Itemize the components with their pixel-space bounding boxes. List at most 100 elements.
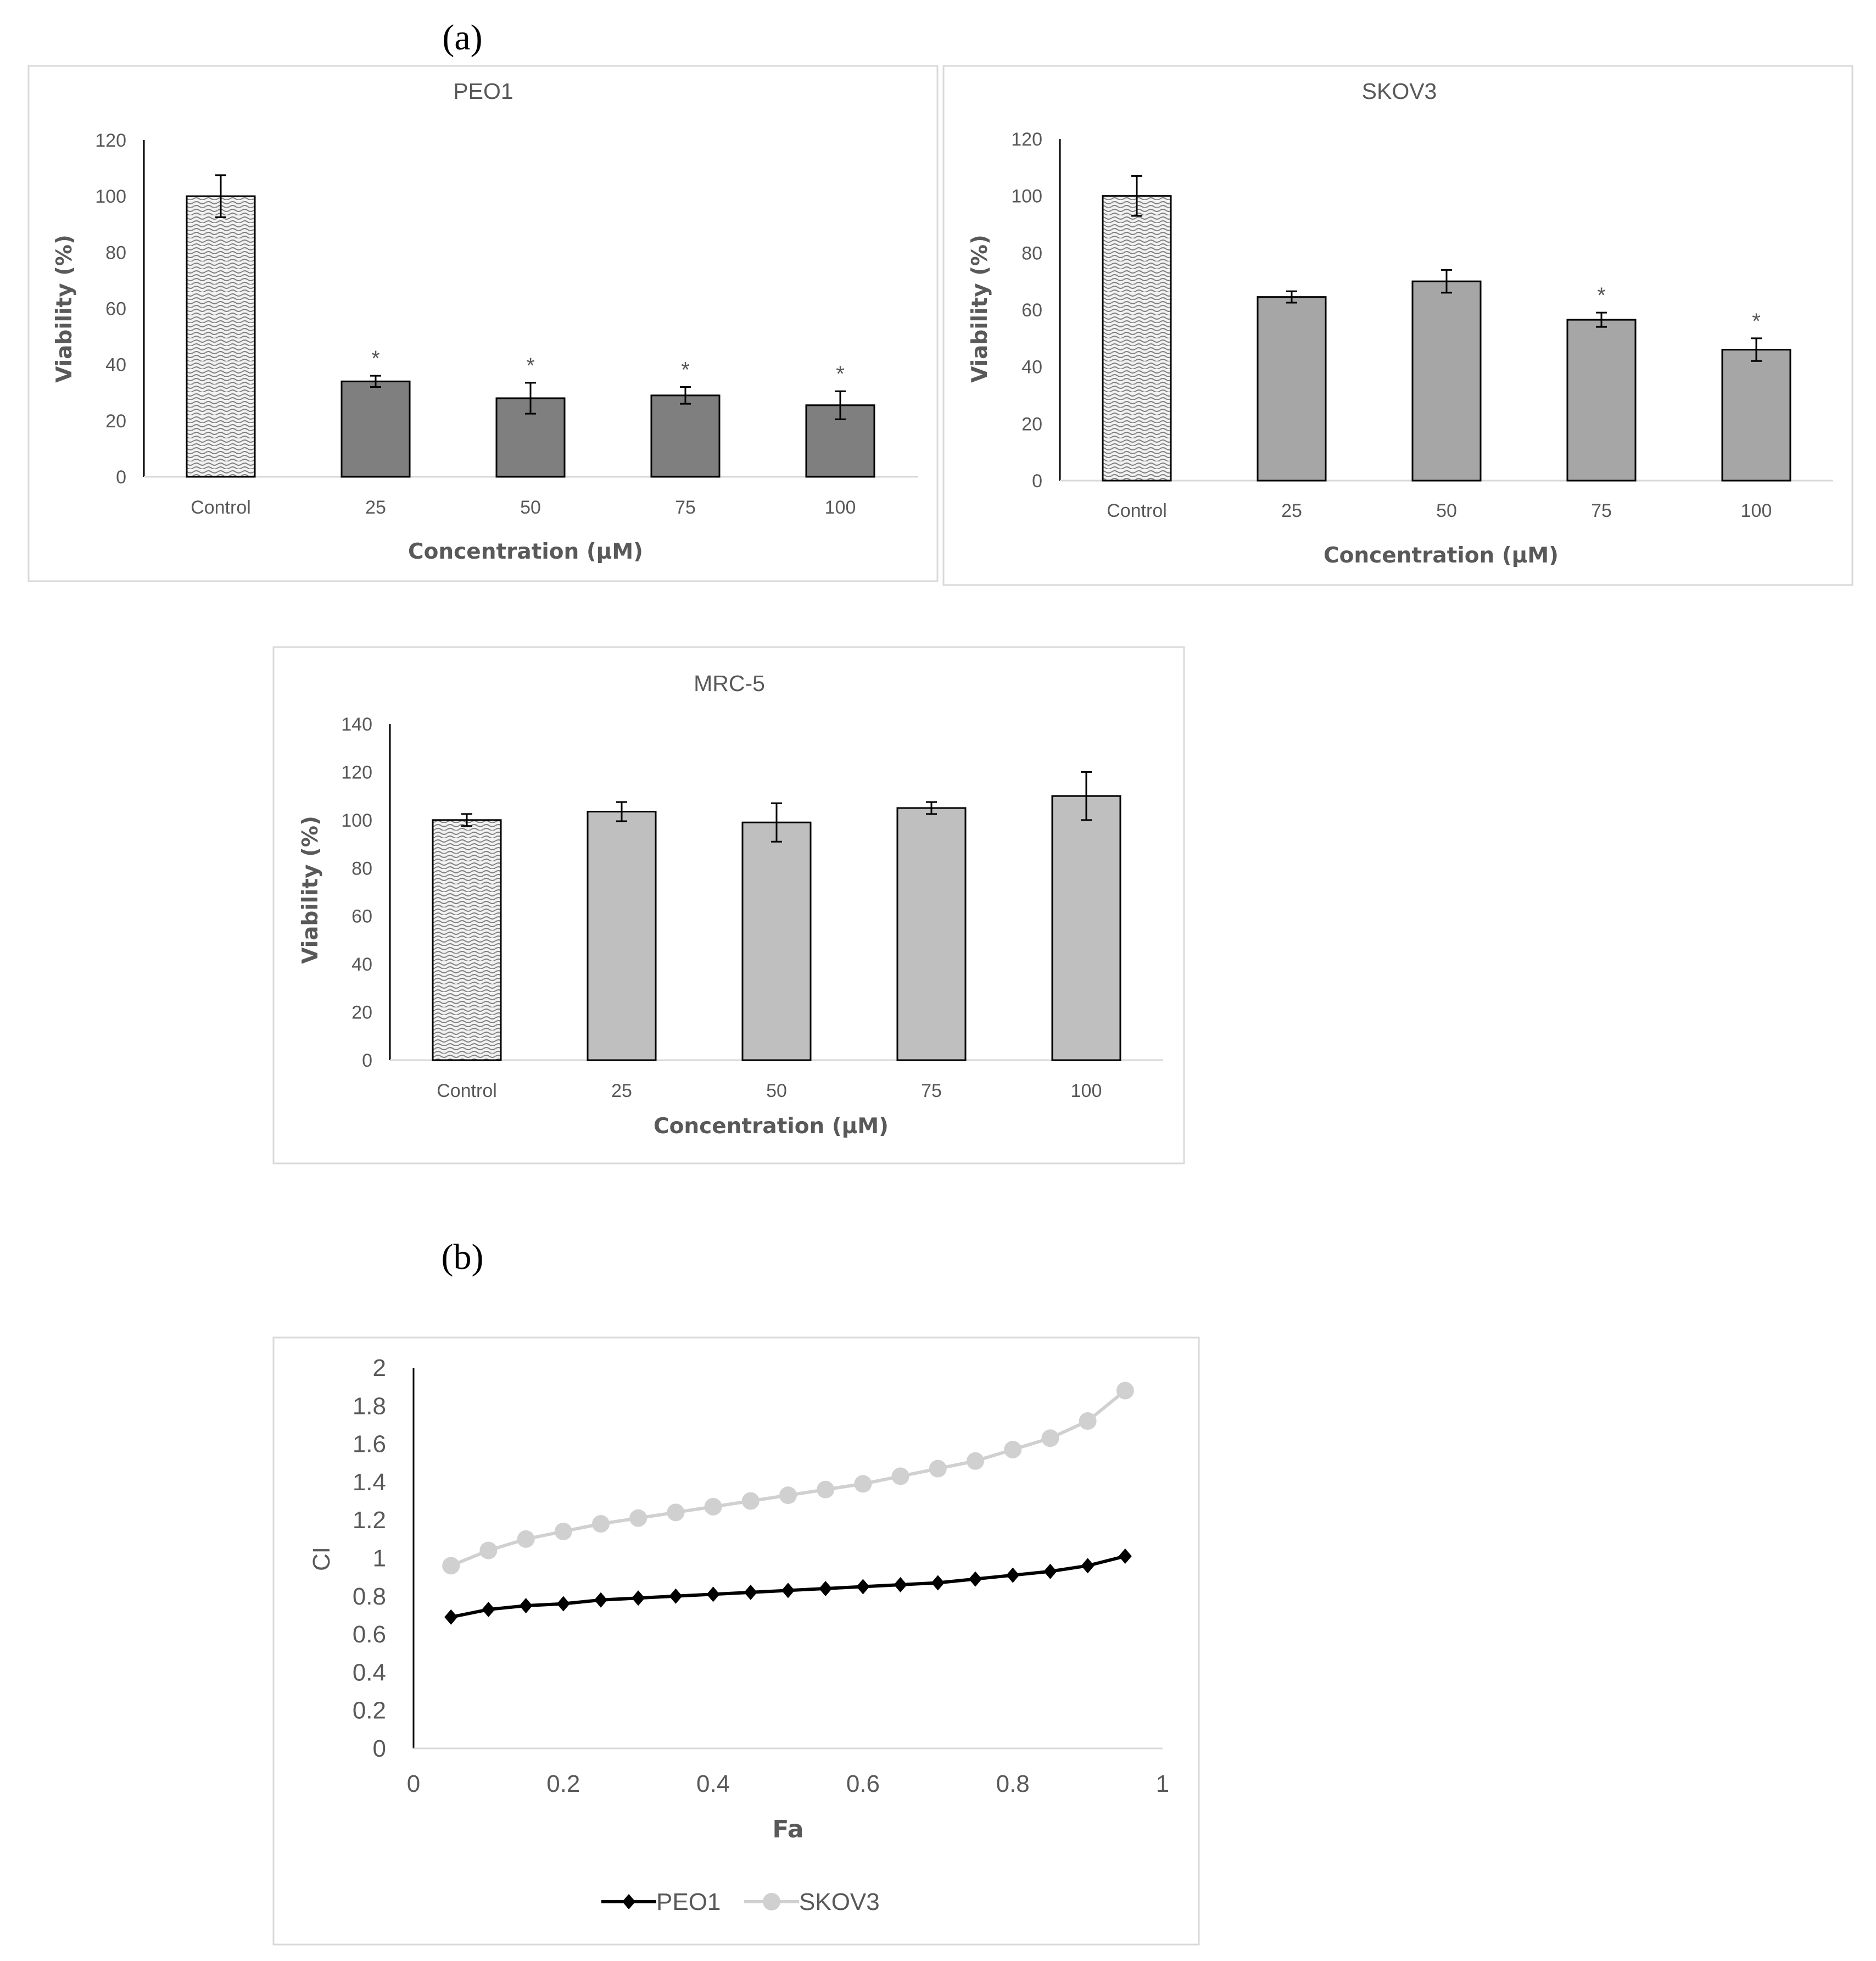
data-point-skov3 xyxy=(929,1459,947,1478)
data-point-peo1 xyxy=(894,1577,907,1593)
y-tick-label: 80 xyxy=(351,858,372,879)
y-tick-label: 0 xyxy=(362,1050,372,1071)
x-tick-label: 25 xyxy=(365,497,386,518)
data-point-skov3 xyxy=(1079,1412,1097,1430)
y-tick-label: 0 xyxy=(373,1735,386,1762)
data-point-peo1 xyxy=(482,1602,495,1618)
x-tick-label: 100 xyxy=(1741,500,1772,521)
y-tick-label: 120 xyxy=(1011,129,1042,150)
legend-label: SKOV3 xyxy=(799,1888,880,1915)
data-point-skov3 xyxy=(629,1509,647,1527)
y-tick-label: 100 xyxy=(1011,186,1042,207)
data-point-peo1 xyxy=(1043,1563,1057,1579)
x-tick-label: Control xyxy=(437,1080,497,1101)
legend-item-peo1: PEO1 xyxy=(601,1888,721,1915)
x-axis-title: Concentration (µM) xyxy=(408,539,643,564)
data-point-peo1 xyxy=(444,1609,458,1625)
line-chart-ci: 0 0.2 0.4 0.6 0.8 1 1.2 1.4 1.6 1.8 2 0 0.2 0.4 0.6 0.8… xyxy=(308,1355,1169,1915)
data-point-peo1 xyxy=(856,1579,870,1595)
bar-skov3-100 xyxy=(1721,349,1791,482)
x-tick-label: 75 xyxy=(675,497,696,518)
significance-marker: * xyxy=(1597,283,1606,308)
data-point-peo1 xyxy=(819,1580,833,1596)
bar-mrc5-75 xyxy=(896,807,967,1061)
y-tick-label: 140 xyxy=(341,714,372,735)
x-tick-label: 100 xyxy=(1071,1080,1102,1101)
bar-peo1-75 xyxy=(650,394,721,478)
data-point-skov3 xyxy=(967,1452,984,1470)
data-point-peo1 xyxy=(781,1583,795,1598)
x-tick-label: 100 xyxy=(825,497,856,518)
data-point-skov3 xyxy=(704,1497,722,1516)
x-tick-label: Control xyxy=(1107,500,1167,521)
data-point-peo1 xyxy=(969,1571,982,1587)
y-axis-title: CI xyxy=(308,1547,335,1571)
data-point-peo1 xyxy=(744,1584,757,1600)
y-tick-label: 1.8 xyxy=(353,1392,386,1419)
y-tick-label: 1.2 xyxy=(353,1507,386,1534)
y-tick-label: 40 xyxy=(105,355,126,376)
data-point-skov3 xyxy=(1004,1440,1022,1458)
chart-frame-peo1 xyxy=(27,65,939,582)
x-tick-label: 50 xyxy=(520,497,541,518)
data-point-peo1 xyxy=(556,1596,570,1612)
y-tick-label: 20 xyxy=(1021,414,1042,434)
y-tick-label: 2 xyxy=(373,1355,386,1381)
y-tick-label: 100 xyxy=(341,810,372,831)
data-point-skov3 xyxy=(517,1530,535,1548)
data-point-peo1 xyxy=(1118,1548,1132,1564)
data-point-peo1 xyxy=(1081,1558,1095,1574)
data-point-peo1 xyxy=(632,1590,645,1606)
y-tick-label: 0.8 xyxy=(353,1583,386,1610)
chart-frame-skov3 xyxy=(942,65,1853,586)
data-point-peo1 xyxy=(931,1575,945,1591)
y-tick-label: 80 xyxy=(105,242,126,263)
data-point-skov3 xyxy=(442,1557,460,1575)
legend-label: PEO1 xyxy=(656,1888,721,1915)
y-tick-label: 0.2 xyxy=(353,1697,386,1724)
data-point-skov3 xyxy=(554,1522,572,1540)
y-tick-label: 20 xyxy=(105,411,126,432)
y-tick-label: 120 xyxy=(95,130,126,151)
x-tick-label: 1 xyxy=(1156,1770,1169,1797)
bar-skov3-Control xyxy=(1102,195,1172,482)
significance-marker: * xyxy=(681,358,690,382)
data-point-skov3 xyxy=(1041,1429,1059,1447)
x-tick-label: 50 xyxy=(766,1080,787,1101)
x-axis-title: Concentration (µM) xyxy=(1324,543,1559,568)
x-tick-label: 0.8 xyxy=(996,1770,1030,1797)
chart-frame-mrc5 xyxy=(272,646,1185,1165)
x-tick-label: 25 xyxy=(611,1080,632,1101)
bar-peo1-Control xyxy=(186,195,256,478)
data-point-skov3 xyxy=(741,1492,760,1510)
data-point-skov3 xyxy=(667,1503,685,1522)
y-axis-title: Viability (%) xyxy=(52,235,77,383)
y-tick-label: 0 xyxy=(1032,471,1042,492)
x-tick-label: 75 xyxy=(1591,500,1612,521)
x-tick-label: Control xyxy=(191,497,251,518)
x-tick-label: 25 xyxy=(1281,500,1302,521)
x-tick-label: 0.6 xyxy=(846,1770,880,1797)
x-tick-label: 0.2 xyxy=(546,1770,580,1797)
chart-frame-ci xyxy=(272,1336,1200,1946)
y-tick-label: 60 xyxy=(105,299,126,320)
y-axis-title: Viability (%) xyxy=(968,235,992,383)
data-point-skov3 xyxy=(817,1480,835,1498)
bar-chart-skov3: SKOV3 0 20 40 60 80 100 120 Control 25 50 * 75 * 100 Co… xyxy=(968,79,1833,568)
x-tick-label: 0 xyxy=(407,1770,420,1797)
data-point-peo1 xyxy=(1006,1567,1020,1583)
significance-marker: * xyxy=(1752,309,1761,333)
bar-chart-mrc5: MRC-5 0 20 40 60 80 100 120 140 Control 25 50 75 100 C… xyxy=(298,671,1163,1139)
chart-title: SKOV3 xyxy=(1362,79,1437,104)
bar-chart-peo1: PEO1 0 20 40 60 80 100 120 Control * 25 * 50 * 75 * 100 C… xyxy=(52,79,918,564)
data-point-peo1 xyxy=(519,1598,533,1614)
significance-marker: * xyxy=(836,362,845,386)
y-tick-label: 80 xyxy=(1021,243,1042,264)
data-point-skov3 xyxy=(779,1486,797,1505)
data-point-skov3 xyxy=(854,1475,872,1493)
y-tick-label: 60 xyxy=(351,906,372,927)
x-tick-label: 75 xyxy=(921,1080,942,1101)
y-tick-label: 1.4 xyxy=(353,1469,386,1496)
y-tick-label: 0.4 xyxy=(353,1659,386,1686)
data-point-peo1 xyxy=(706,1586,720,1602)
